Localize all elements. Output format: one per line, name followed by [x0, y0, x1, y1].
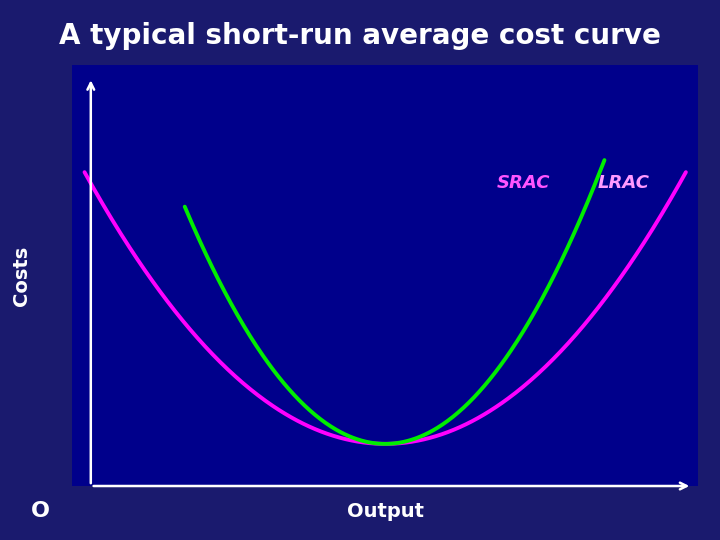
Text: Output: Output — [347, 502, 423, 521]
Text: LRAC: LRAC — [597, 174, 649, 192]
Text: A typical short-run average cost curve: A typical short-run average cost curve — [59, 22, 661, 50]
Text: O: O — [31, 501, 50, 521]
Text: Costs: Costs — [12, 245, 32, 306]
Text: SRAC: SRAC — [496, 174, 550, 192]
